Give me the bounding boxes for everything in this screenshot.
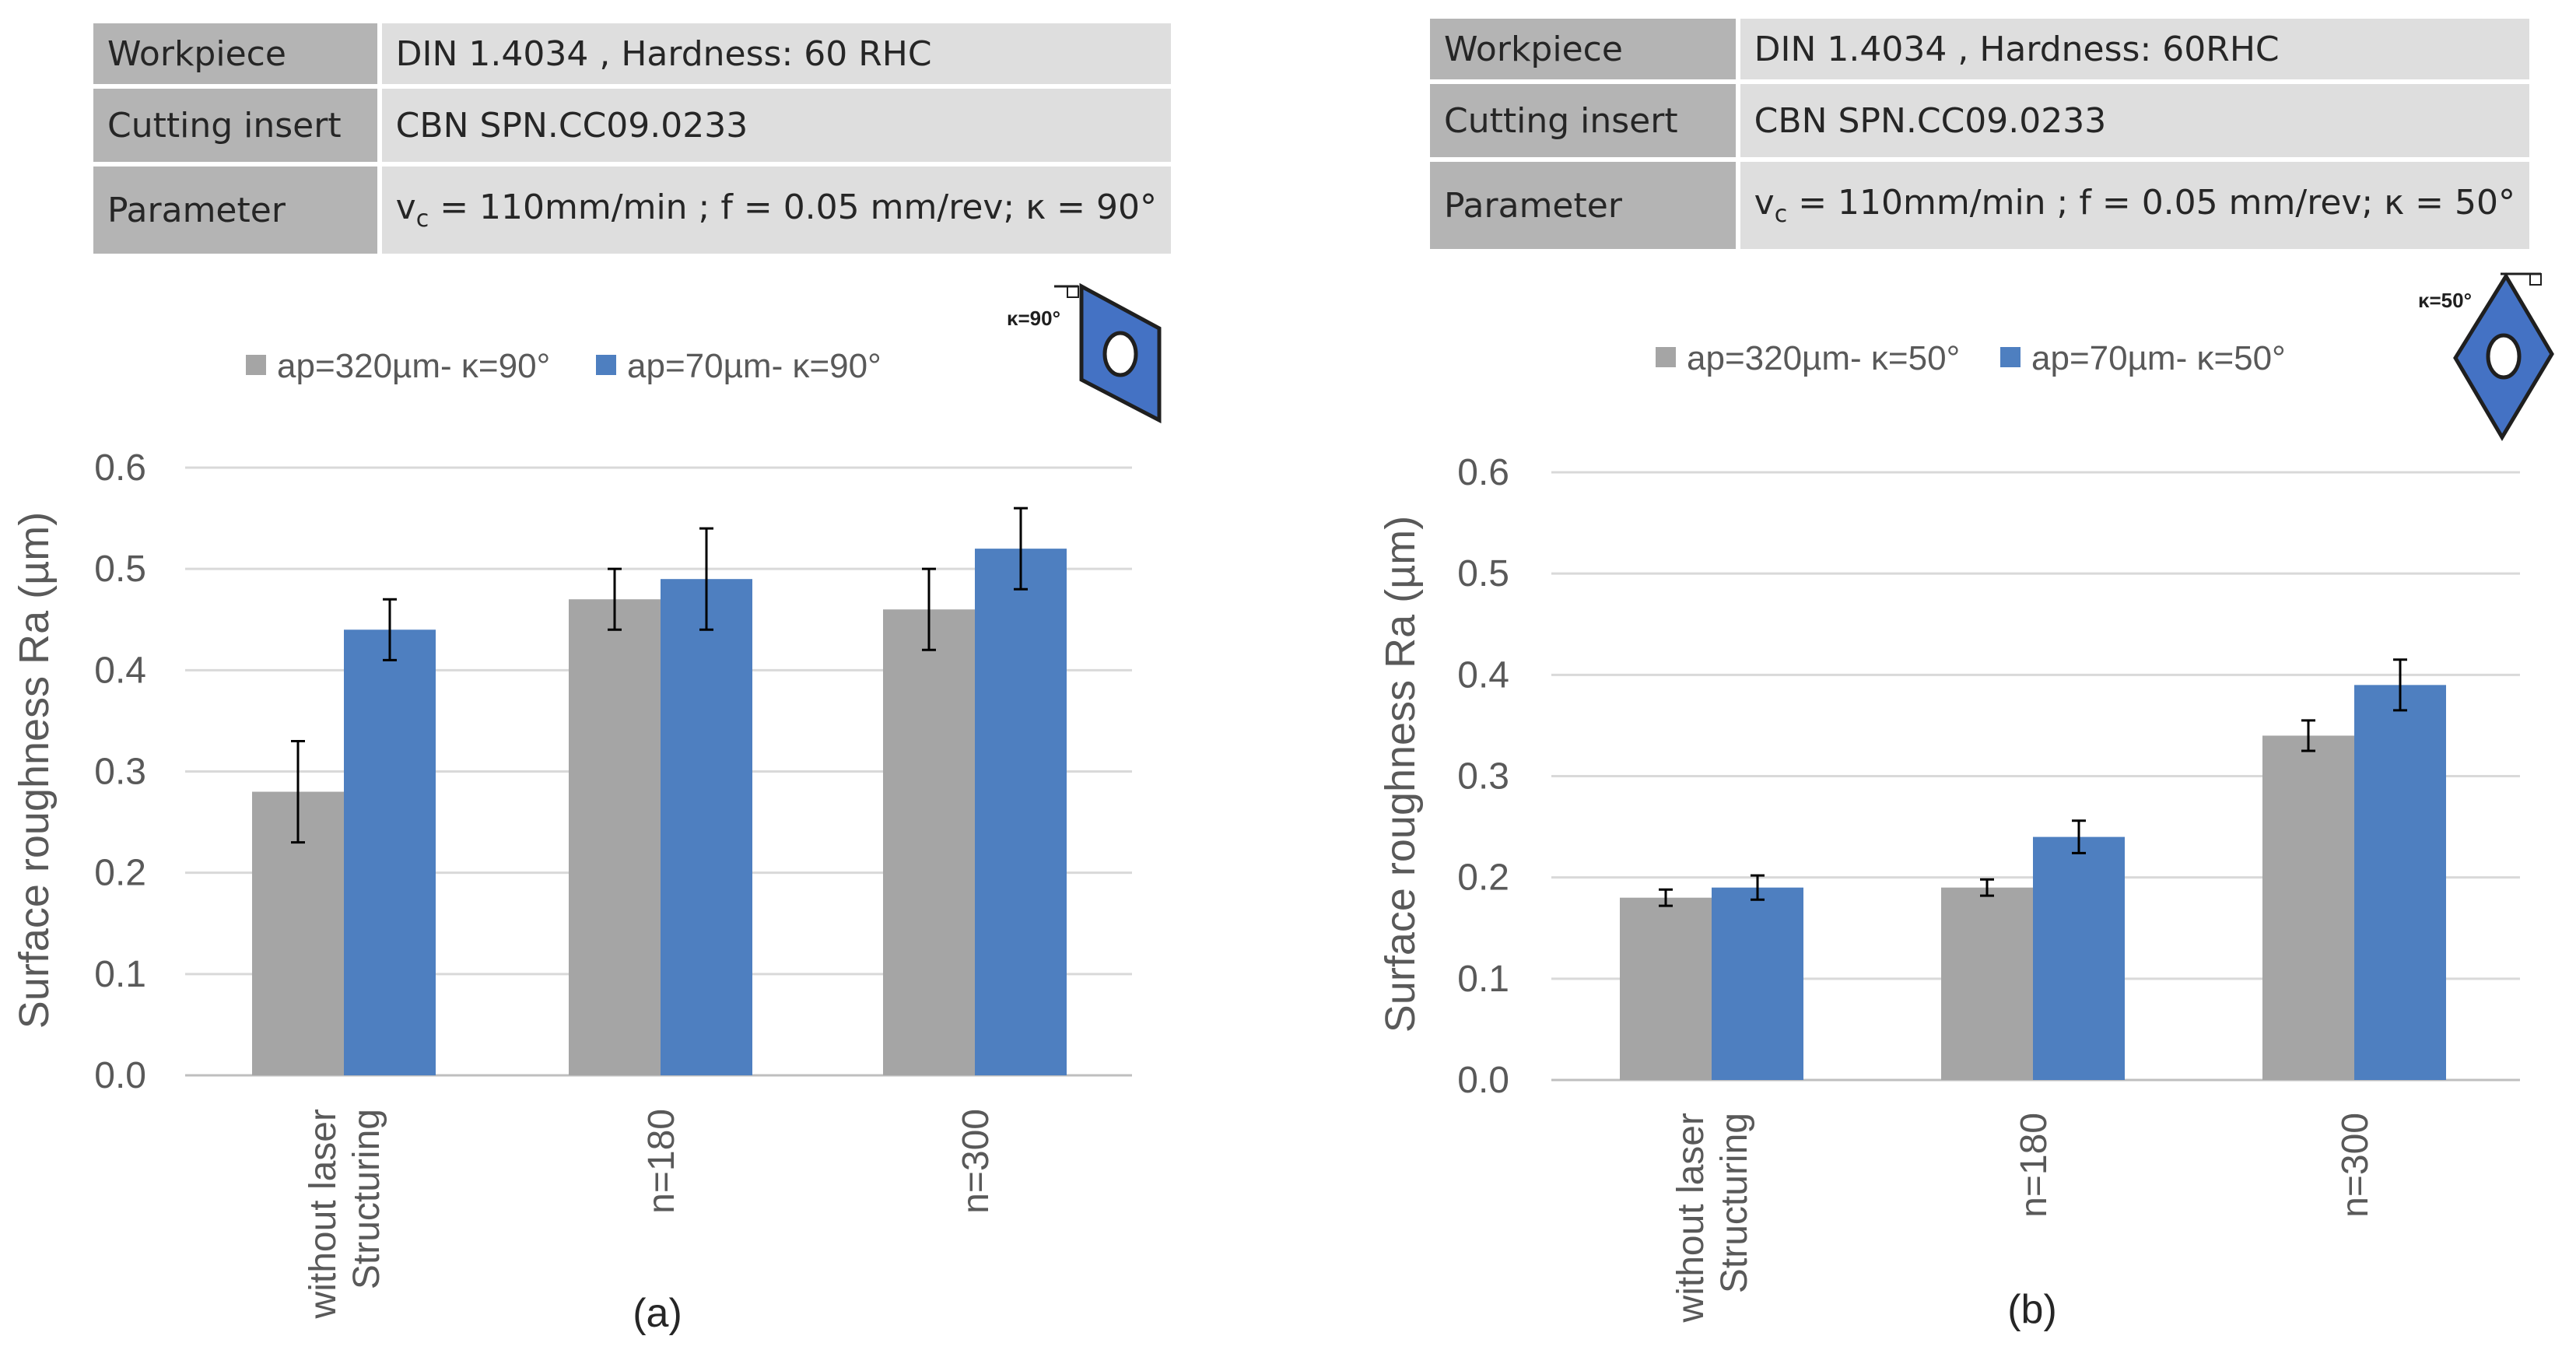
panel-b: Workpiece DIN 1.4034 , Hardness: 60RHC C… — [1288, 0, 2576, 1371]
table-value: CBN SPN.CC09.0233 — [1740, 84, 2529, 162]
x-category-label: n=300 — [2335, 1113, 2376, 1218]
angle-marker — [2529, 273, 2542, 286]
y-tick-label: 0.3 — [1457, 756, 1509, 798]
bar — [1620, 897, 1712, 1080]
x-category-label: n=180 — [641, 1109, 682, 1214]
table-key: Parameter — [93, 167, 382, 258]
x-tick-label: n=300 — [2335, 1113, 2376, 1218]
table-row: Workpiece DIN 1.4034 , Hardness: 60RHC — [1430, 19, 2529, 84]
legend-label: ap=320µm- κ=90° — [277, 347, 550, 385]
y-axis-label: Surface roughness Ra (µm) — [11, 512, 58, 1029]
table-value: DIN 1.4034 , Hardness: 60RHC — [1740, 19, 2529, 84]
table-row: Workpiece DIN 1.4034 , Hardness: 60 RHC — [93, 23, 1171, 89]
velocity-symbol: v — [1754, 183, 1775, 223]
parameter-value: = 110mm/min ; f = 0.05 mm/rev; κ = 50° — [1787, 183, 2515, 223]
legend-swatch — [1656, 347, 1676, 367]
table-row: Cutting insert CBN SPN.CC09.0233 — [93, 89, 1171, 167]
x-tick-label: without laser — [303, 1109, 344, 1319]
y-tick-label: 0.6 — [94, 447, 146, 489]
legend-swatch — [246, 355, 266, 375]
bar — [344, 629, 436, 1075]
parameter-table: Workpiece DIN 1.4034 , Hardness: 60RHC C… — [1430, 19, 2529, 254]
y-tick-label: 0.5 — [1457, 553, 1509, 594]
legend-label: ap=70µm- κ=50° — [2031, 339, 2286, 377]
bar — [569, 599, 661, 1075]
legend-swatch — [596, 355, 616, 375]
y-tick-label: 0.4 — [94, 650, 146, 691]
bar — [1941, 887, 2033, 1080]
bar — [975, 549, 1067, 1075]
panel-a: Workpiece DIN 1.4034 , Hardness: 60 RHC … — [11, 23, 1171, 1336]
legend-label: ap=70µm- κ=90° — [627, 347, 881, 385]
table-row: Cutting insert CBN SPN.CC09.0233 — [1430, 84, 2529, 162]
insert-angle-label: κ=90° — [1007, 307, 1060, 330]
legend-swatch — [2000, 347, 2020, 367]
bar-chart-a: 0.0 0.1 0.2 0.3 0.4 0.5 0.6 without laser Struct… — [11, 282, 1162, 1336]
insert-hole — [2486, 333, 2522, 380]
y-tick-label: 0.1 — [1457, 959, 1509, 1000]
velocity-subscript: c — [1774, 200, 1788, 228]
y-tick-label: 0.1 — [94, 954, 146, 995]
x-category-label: without laser Structuring — [303, 1109, 387, 1319]
table-value: CBN SPN.CC09.0233 — [381, 89, 1171, 167]
bar — [2033, 836, 2125, 1080]
velocity-symbol: v — [395, 188, 416, 228]
cutting-insert-diagram: κ=90° — [1007, 282, 1162, 424]
cutting-insert-diagram: κ=50° — [2418, 272, 2554, 441]
table-row: Parameter vc = 110mm/min ; f = 0.05 mm/r… — [1430, 162, 2529, 254]
table-value: vc = 110mm/min ; f = 0.05 mm/rev; κ = 90… — [381, 167, 1171, 258]
y-axis-label: Surface roughness Ra (µm) — [1377, 516, 1424, 1033]
table-row: Parameter vc = 110mm/min ; f = 0.05 mm/r… — [93, 167, 1171, 258]
x-tick-label: Structuring — [346, 1109, 387, 1289]
y-tick-label: 0.0 — [94, 1055, 146, 1096]
legend-label: ap=320µm- κ=50° — [1687, 339, 1960, 377]
y-tick-label: 0.3 — [94, 752, 146, 793]
x-tick-label: n=180 — [641, 1109, 682, 1214]
bar — [883, 609, 975, 1075]
figure-caption: (a) — [633, 1291, 682, 1336]
x-tick-label: n=300 — [955, 1109, 997, 1214]
y-tick-label: 0.5 — [94, 549, 146, 590]
bar — [661, 579, 752, 1075]
figure-caption: (b) — [2007, 1287, 2057, 1332]
y-tick-label: 0.2 — [94, 853, 146, 894]
x-category-label: n=180 — [2013, 1113, 2055, 1218]
table-key: Parameter — [1430, 162, 1740, 254]
x-tick-label: Structuring — [1714, 1113, 1755, 1293]
table-value: DIN 1.4034 , Hardness: 60 RHC — [381, 23, 1171, 89]
y-tick-label: 0.4 — [1457, 654, 1509, 696]
x-category-label: n=300 — [955, 1109, 997, 1214]
table-key: Workpiece — [93, 23, 382, 89]
velocity-subscript: c — [415, 205, 429, 233]
y-tick-label: 0.2 — [1457, 857, 1509, 899]
x-category-label: without laser Structuring — [1670, 1113, 1755, 1323]
table-key: Cutting insert — [93, 89, 382, 167]
x-tick-label: n=180 — [2013, 1113, 2055, 1218]
parameter-value: = 110mm/min ; f = 0.05 mm/rev; κ = 90° — [429, 188, 1157, 228]
bar-chart-b: 0.0 0.1 0.2 0.3 0.4 0.5 0.6 without laser Struct… — [1377, 272, 2554, 1332]
angle-marker — [1067, 286, 1079, 298]
insert-angle-label: κ=50° — [2418, 289, 2472, 312]
bar — [2262, 735, 2354, 1080]
table-value: vc = 110mm/min ; f = 0.05 mm/rev; κ = 50… — [1740, 162, 2529, 254]
table-key: Cutting insert — [1430, 84, 1740, 162]
parameter-table: Workpiece DIN 1.4034 , Hardness: 60 RHC … — [93, 23, 1171, 258]
x-tick-label: without laser — [1670, 1113, 1712, 1323]
bar — [1712, 887, 1803, 1080]
y-tick-label: 0.6 — [1457, 452, 1509, 493]
y-tick-label: 0.0 — [1457, 1060, 1509, 1101]
bar — [2354, 685, 2446, 1080]
insert-hole — [1102, 331, 1138, 377]
table-key: Workpiece — [1430, 19, 1740, 84]
